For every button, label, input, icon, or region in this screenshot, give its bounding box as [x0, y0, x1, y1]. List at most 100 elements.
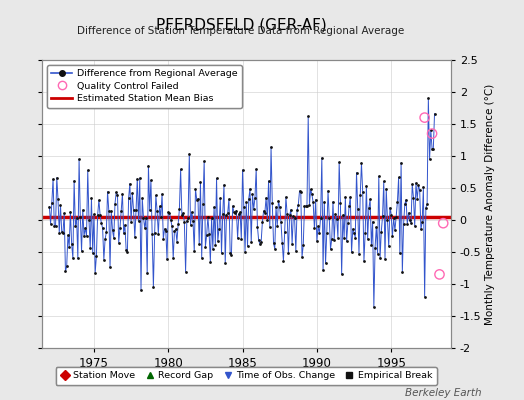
Point [112, 189, 121, 196]
Point [410, 223, 419, 229]
Point [252, 166, 260, 172]
Point [251, 195, 259, 201]
Point [68, 241, 76, 248]
Point [118, 190, 127, 197]
Point [105, 208, 113, 214]
Point [326, 246, 335, 252]
Point [318, 154, 326, 161]
Point [137, 287, 145, 294]
Point [279, 258, 288, 264]
Point [407, 220, 415, 226]
Point [274, 198, 282, 204]
Point [308, 191, 316, 198]
Point [393, 199, 401, 206]
Point [52, 174, 61, 181]
Point [259, 208, 268, 214]
Point [391, 227, 399, 234]
Point [126, 180, 134, 187]
Point [385, 243, 393, 250]
Point [311, 196, 320, 203]
Point [357, 160, 366, 166]
Point [378, 213, 387, 220]
Point [403, 221, 411, 227]
Point [388, 233, 397, 239]
Point [392, 214, 400, 220]
Point [108, 227, 117, 234]
Point [420, 114, 429, 121]
Point [189, 218, 197, 224]
Point [175, 206, 183, 212]
Point [398, 269, 407, 276]
Point [88, 195, 96, 201]
Point [61, 268, 70, 275]
Point [183, 218, 191, 224]
Point [428, 146, 436, 152]
Point [149, 284, 158, 290]
Point [227, 252, 236, 259]
Point [354, 206, 362, 212]
Point [356, 192, 364, 198]
Point [364, 236, 372, 242]
Point [214, 238, 222, 244]
Point [416, 187, 424, 194]
Point [138, 195, 146, 201]
Point [148, 231, 156, 237]
Point [319, 267, 328, 273]
Point [255, 237, 263, 244]
Point [56, 202, 64, 209]
Point [78, 248, 86, 254]
Point [101, 236, 110, 242]
Point [320, 198, 329, 205]
Point [215, 226, 223, 232]
Point [92, 252, 101, 259]
Point [283, 211, 291, 218]
Point [405, 210, 413, 216]
Point [211, 242, 220, 248]
Point [146, 207, 154, 214]
Point [117, 208, 125, 214]
Point [246, 186, 254, 192]
Point [82, 233, 91, 239]
Point [362, 183, 370, 189]
Point [219, 211, 227, 217]
Point [369, 304, 378, 310]
Point [381, 255, 389, 262]
Point [54, 196, 62, 202]
Point [429, 146, 438, 152]
Point [365, 205, 373, 211]
Point [208, 215, 216, 221]
Point [168, 223, 176, 230]
Point [205, 230, 213, 237]
Point [107, 208, 115, 214]
Point [210, 204, 219, 210]
Point [171, 226, 180, 232]
Point [422, 204, 430, 211]
Point [263, 216, 271, 223]
Point [196, 179, 205, 186]
Point [294, 202, 302, 208]
Point [284, 250, 292, 257]
Point [151, 192, 160, 198]
Point [382, 186, 390, 192]
Point [59, 229, 67, 236]
Point [249, 206, 258, 212]
Point [85, 217, 93, 224]
Point [75, 156, 83, 162]
Point [235, 210, 243, 217]
Point [276, 204, 284, 210]
Point [65, 244, 73, 250]
Point [423, 201, 431, 207]
Point [256, 241, 264, 247]
Point [180, 219, 189, 225]
Point [286, 212, 294, 218]
Point [297, 188, 305, 195]
Point [375, 173, 383, 179]
Point [130, 234, 139, 240]
Point [313, 238, 321, 244]
Point [231, 210, 239, 216]
Point [170, 228, 179, 234]
Point [76, 214, 84, 220]
Point [430, 110, 439, 117]
Point [316, 214, 325, 221]
Point [45, 204, 53, 210]
